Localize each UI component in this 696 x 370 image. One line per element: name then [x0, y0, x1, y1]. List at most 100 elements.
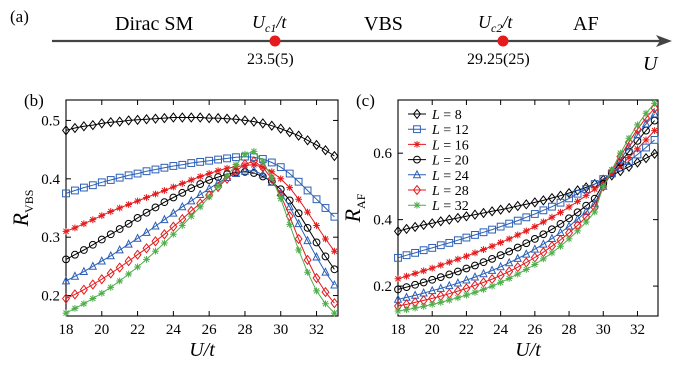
panel-b-data-point — [151, 221, 160, 230]
panel-b-data-point — [294, 177, 303, 186]
panel-b-data-point — [223, 173, 232, 185]
panel-b-data-point — [80, 220, 88, 228]
panel-c-data-point — [463, 252, 470, 260]
panel-c-data-point — [402, 251, 411, 260]
panel-c-data-point — [402, 223, 411, 235]
panel-c-data-point — [453, 212, 462, 224]
panel-b-data-point — [62, 189, 70, 198]
panel-b-xtick-label: 32 — [309, 322, 324, 338]
panel-b-data-point — [303, 223, 312, 232]
panel-c-data-point — [496, 251, 505, 260]
panel-c-data-point — [419, 219, 428, 231]
panel-b-data-point — [249, 165, 259, 175]
panel-c-data-point — [522, 266, 530, 273]
panel-b-data-point — [330, 280, 339, 289]
panel-b-data-point — [223, 172, 231, 180]
panel-b-data-point — [161, 187, 168, 194]
panel-b-data-point — [312, 252, 321, 261]
panel-b-data-point — [321, 267, 330, 276]
panel-c-data-point — [411, 270, 419, 277]
panel-b-data-point — [205, 170, 213, 177]
panel-b-data-point — [70, 271, 80, 280]
panel-b-data-point — [330, 265, 339, 274]
panel-c-data-point — [496, 222, 505, 231]
panel-b-data-point — [169, 183, 177, 191]
panel-c-data-point — [496, 261, 505, 271]
panel-c-data-point — [641, 152, 651, 164]
panel-b-data-point — [89, 216, 97, 224]
panel-b-data-point — [312, 195, 321, 204]
panel-b-data-point — [205, 156, 214, 165]
panel-b-data-point — [70, 122, 79, 134]
panel-c-data-point — [530, 244, 540, 253]
panel-b-data-point — [303, 186, 312, 195]
panel-b-data-point — [106, 116, 115, 128]
panel-b-data-point — [124, 219, 133, 228]
panel-b-data-point — [106, 176, 115, 184]
panel-b-data-point — [178, 222, 186, 229]
panel-b-data-point — [258, 118, 267, 129]
panel-b-data-point — [294, 130, 303, 141]
panel-c-data-point — [471, 231, 479, 239]
panel-b-data-point — [107, 283, 115, 291]
panel-b-data-point — [204, 183, 214, 193]
panel-c-data-point — [411, 248, 420, 257]
panel-b-xtick-label: 22 — [130, 322, 145, 338]
panel-b-data-point — [285, 210, 294, 222]
panel-b-data-point — [107, 208, 115, 215]
panel-b-data-point — [97, 178, 106, 187]
panel-b-data-point — [250, 147, 258, 155]
panel-b-data-point — [321, 144, 330, 156]
panel-c-data-point — [428, 264, 436, 272]
panel-c-xtick-label: 32 — [630, 322, 645, 338]
panel-c-data-point — [582, 191, 590, 199]
panel-b-data-point — [169, 208, 178, 217]
panel-c-data-point — [582, 218, 590, 226]
panel-b-data-point — [313, 287, 320, 295]
panel-c-data-point — [471, 261, 479, 270]
panel-b-data-point — [223, 164, 231, 172]
panel-c-data-point — [530, 210, 539, 218]
legend-entry: L = 28 — [431, 184, 469, 199]
panel-b-data-point — [88, 119, 97, 131]
panel-b-data-point — [268, 174, 276, 182]
legend-marker — [413, 141, 421, 148]
panel-b-data-point — [232, 161, 240, 169]
panel-b-data-point — [187, 159, 196, 167]
panel-c-xtick-label: 18 — [391, 322, 406, 338]
legend-marker — [413, 201, 421, 209]
panel-b-data-point — [97, 235, 106, 244]
panel-b-data-point — [71, 305, 79, 312]
panel-c-data-point — [470, 272, 480, 281]
panel-c-data-point — [574, 197, 582, 205]
chart-vbs-ratio: (b) 18 20 22 24 26 28 30 32 0.2 0.3 0.4 0.5 U/t RVBS — [8, 91, 339, 361]
panel-c-data-point — [599, 181, 608, 192]
panel-b-data-point — [232, 153, 240, 162]
panel-c-data-point — [573, 189, 582, 198]
panel-b-data-point — [258, 169, 268, 179]
panel-b-data-point — [152, 190, 159, 198]
panel-b-data-point — [214, 167, 222, 175]
panel-c-ylabel: RAF — [340, 193, 368, 223]
panel-c-data-point — [445, 296, 453, 304]
panel-b-data-point — [303, 254, 312, 266]
panel-c-data-point — [437, 261, 445, 269]
panel-c-data-point — [514, 231, 522, 239]
panel-c-data-point — [547, 192, 556, 204]
panel-b-series-line — [65, 117, 335, 157]
panel-c-data-point — [479, 268, 488, 278]
panel-b-data-point — [331, 247, 338, 255]
panel-b-data-point — [143, 255, 150, 263]
panel-b-frame — [65, 99, 339, 317]
panel-c-data-point — [436, 241, 445, 250]
panel-b-data-point — [133, 233, 142, 242]
panel-b-data-point — [79, 266, 89, 276]
panel-c-data-point — [651, 127, 658, 134]
panel-c-data-point — [505, 202, 514, 214]
panel-b-data-point — [88, 261, 98, 270]
panel-c-data-point — [394, 253, 402, 262]
panel-c-data-point — [487, 265, 497, 274]
panel-c-data-point — [402, 283, 411, 291]
panel-b-data-point — [241, 161, 249, 169]
